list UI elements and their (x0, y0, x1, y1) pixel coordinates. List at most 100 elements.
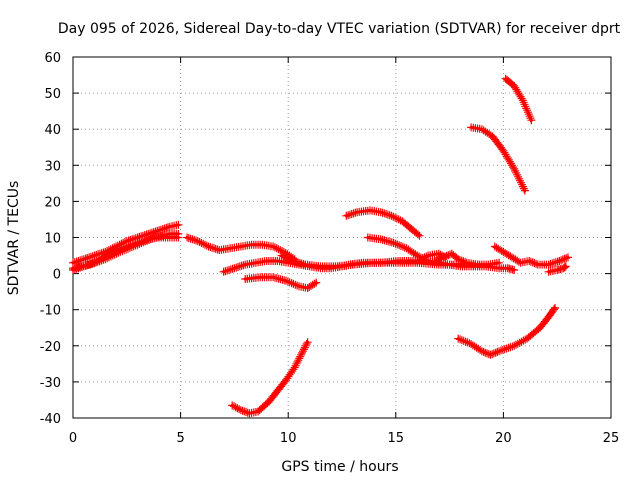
data-point (413, 251, 422, 260)
data-point (418, 254, 427, 263)
data-point (564, 253, 572, 262)
data-point (298, 349, 306, 357)
data-point (422, 256, 431, 265)
data-point (230, 402, 238, 411)
data-point (300, 343, 309, 352)
data-point (532, 259, 541, 268)
data-point (289, 279, 298, 288)
y-tick-label: 60 (44, 51, 61, 66)
data-point (516, 176, 524, 185)
y-tick-label: -20 (40, 340, 61, 355)
data-point (415, 231, 424, 240)
data-point (476, 346, 485, 354)
data-point (110, 247, 119, 255)
series-track-n (544, 262, 570, 276)
data-point (491, 348, 500, 357)
data-point (528, 258, 537, 267)
data-point (560, 254, 569, 263)
data-point (561, 262, 570, 271)
series-track-m (490, 242, 572, 269)
y-axis-title: SDTVAR / TECUs (6, 181, 22, 296)
data-point (455, 255, 464, 264)
data-point (276, 246, 285, 255)
data-point (456, 335, 465, 344)
data-point (297, 350, 306, 359)
y-tick-label: 20 (44, 195, 61, 210)
data-point (400, 243, 409, 252)
data-point (302, 340, 311, 348)
x-tick-label: 10 (280, 431, 297, 446)
y-tick-label: 0 (53, 268, 61, 283)
data-point (465, 339, 474, 348)
series-track-q (454, 303, 559, 359)
data-point (238, 406, 247, 415)
series-track-d (183, 233, 299, 264)
data-point (550, 305, 558, 314)
data-point (508, 342, 517, 351)
data-point (518, 96, 527, 105)
data-point (106, 248, 115, 257)
data-point (488, 350, 497, 359)
data-point (489, 349, 498, 358)
data-point (557, 256, 566, 265)
data-point (435, 255, 444, 264)
data-point (495, 347, 504, 356)
series-track-l (467, 262, 519, 274)
chart-title: Day 095 of 2026, Sidereal Day-to-day VTE… (58, 21, 621, 37)
data-point (551, 303, 559, 312)
data-point (174, 220, 183, 229)
data-point (500, 345, 509, 354)
data-point (281, 253, 290, 262)
data-point (295, 354, 304, 363)
data-point (483, 349, 491, 358)
data-point (299, 347, 307, 356)
data-point (274, 245, 283, 254)
data-point (493, 347, 502, 356)
x-tick-label: 20 (495, 431, 512, 446)
data-point (387, 211, 396, 220)
data-point (242, 408, 250, 416)
y-tick-label: -30 (40, 376, 61, 391)
data-point (512, 168, 521, 177)
data-point (461, 258, 470, 266)
data-point (174, 233, 183, 242)
data-point (511, 166, 520, 175)
data-point (520, 186, 529, 195)
data-point (519, 182, 527, 191)
data-point (292, 359, 301, 368)
data-point (283, 277, 292, 286)
data-point (459, 336, 468, 345)
data-point (479, 347, 488, 356)
data-point (525, 112, 534, 121)
data-point (558, 255, 567, 264)
data-point (391, 239, 400, 248)
data-point (415, 252, 424, 261)
data-point (293, 358, 302, 366)
data-point (108, 247, 117, 256)
data-point (393, 240, 402, 249)
data-point (510, 266, 519, 274)
data-point (285, 278, 294, 287)
x-axis-title: GPS time / hours (281, 459, 398, 475)
data-point (513, 339, 522, 348)
data-point (459, 257, 468, 266)
data-point (197, 238, 206, 247)
data-point (454, 255, 463, 264)
data-point (394, 215, 403, 224)
data-point (428, 258, 437, 267)
series-track-o (467, 123, 529, 195)
data-point (486, 350, 495, 359)
data-point (515, 174, 524, 183)
data-point (514, 172, 523, 181)
data-point (416, 253, 425, 262)
data-point (301, 341, 310, 350)
data-points (69, 74, 572, 418)
data-point (233, 404, 242, 413)
data-point (519, 336, 528, 345)
data-point (502, 344, 511, 353)
data-point (510, 164, 519, 173)
data-point (439, 253, 448, 262)
data-point (518, 180, 526, 189)
data-point (440, 252, 449, 261)
series-track-f (219, 257, 357, 276)
